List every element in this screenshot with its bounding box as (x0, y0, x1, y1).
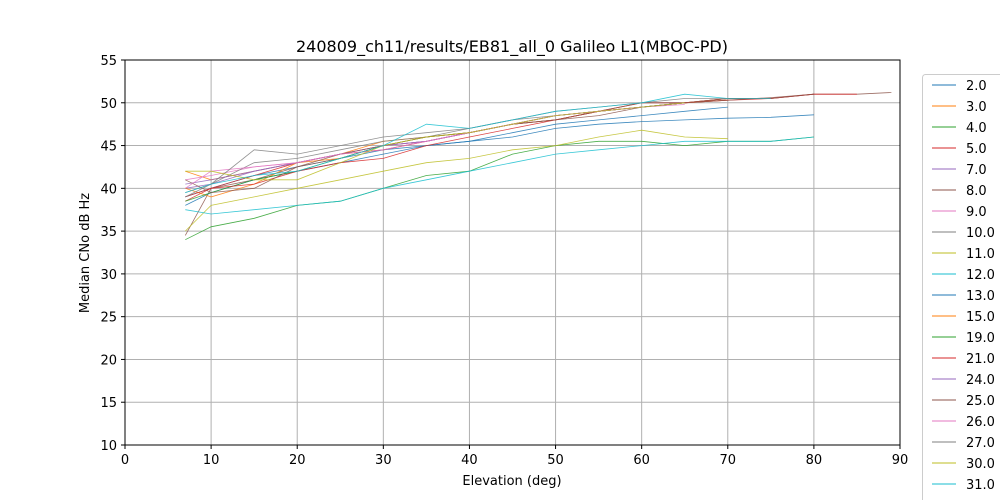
legend-label: 7.0 (966, 163, 987, 178)
series-line-11.0 (185, 129, 728, 232)
y-axis-label: Median CNo dB Hz (78, 193, 93, 313)
series-line-3.0 (185, 99, 728, 181)
legend-label: 2.0 (966, 79, 987, 94)
x-tick-label: 30 (375, 453, 392, 468)
y-tick-label: 10 (100, 439, 117, 454)
legend-label: 3.0 (966, 100, 987, 115)
legend-label: 4.0 (966, 121, 987, 136)
y-tick-label: 25 (100, 311, 117, 326)
series-line-9.0 (185, 104, 685, 181)
x-axis-label: Elevation (deg) (462, 474, 561, 489)
series-line-24.0 (185, 102, 685, 185)
legend-label: 11.0 (966, 247, 995, 262)
legend-label: 8.0 (966, 184, 987, 199)
x-tick-label: 50 (547, 453, 564, 468)
series-line-26.0 (185, 106, 642, 189)
legend-label: 5.0 (966, 142, 987, 157)
series-line-31.0 (185, 93, 771, 193)
x-tick-label: 0 (121, 453, 129, 468)
x-tick-label: 90 (892, 453, 909, 468)
x-tick-label: 10 (203, 453, 220, 468)
chart-title: 240809_ch11/results/EB81_all_0 Galileo L… (296, 37, 728, 57)
y-tick-label: 15 (100, 396, 117, 411)
x-tick-label: 80 (806, 453, 823, 468)
x-tick-label: 70 (720, 453, 737, 468)
series-line-19.0 (185, 102, 685, 202)
series-line-15.0 (185, 98, 771, 198)
series-line-25.0 (185, 93, 814, 194)
y-tick-label: 50 (100, 97, 117, 112)
y-tick-label: 45 (100, 140, 117, 155)
legend-label: 10.0 (966, 226, 995, 241)
series-line-12.0 (185, 136, 814, 215)
series-line-2.0 (185, 114, 814, 198)
legend-label: 21.0 (966, 352, 995, 367)
ticks: 0 10 20 30 40 50 60 70 80 90 10 15 20 25 30 35 40 45 50 55 (100, 54, 908, 468)
legend-label: 12.0 (966, 268, 995, 283)
y-tick-label: 40 (100, 182, 117, 197)
legend-label: 30.0 (966, 457, 995, 472)
legend-label: 13.0 (966, 289, 995, 304)
y-tick-label: 55 (100, 54, 117, 69)
series-line-4.0 (185, 136, 814, 241)
legend-label: 26.0 (966, 415, 995, 430)
legend-label: 19.0 (966, 331, 995, 346)
y-tick-label: 35 (100, 225, 117, 240)
x-tick-label: 20 (289, 453, 306, 468)
legend: 2.0 3.0 4.0 5.0 7.0 8.0 9.0 10.0 11.0 12.0 13.0 15.… (922, 74, 1000, 500)
series-line-5.0 (185, 93, 814, 202)
series-lines (184, 92, 892, 241)
legend-label: 27.0 (966, 436, 995, 451)
legend-box (922, 74, 1000, 500)
grid (124, 59, 901, 446)
legend-label: 24.0 (966, 373, 995, 388)
x-tick-label: 40 (461, 453, 478, 468)
y-tick-label: 20 (100, 353, 117, 368)
legend-label: 15.0 (966, 310, 995, 325)
series-line-30.0 (185, 102, 685, 181)
legend-label: 9.0 (966, 205, 987, 220)
legend-label: 25.0 (966, 394, 995, 409)
series-line-13.0 (185, 106, 728, 206)
legend-label: 31.0 (966, 478, 995, 493)
y-tick-label: 30 (100, 268, 117, 283)
plot-frame (124, 59, 901, 446)
x-tick-label: 60 (633, 453, 650, 468)
